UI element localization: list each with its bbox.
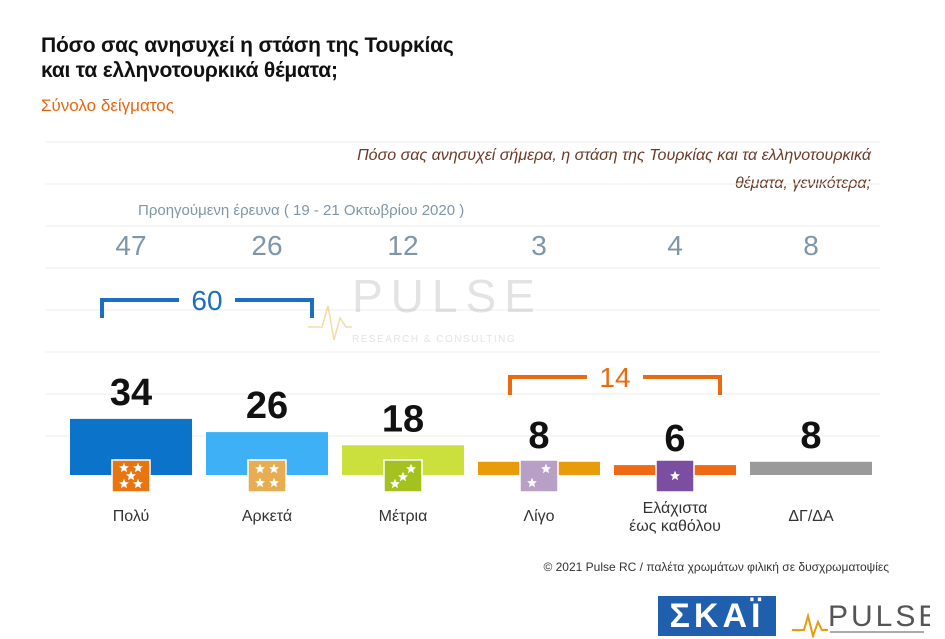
category-label: ΔΓ/ΔΑ <box>788 508 834 525</box>
pulse-logo: PULSE <box>792 600 930 638</box>
chart-title-line2: και τα ελληνοτουρκικά θέματα; <box>41 59 338 82</box>
category-label: Ελάχιστα <box>643 500 708 517</box>
previous-value-label: 8 <box>803 230 819 261</box>
watermark-subtext: RESEARCH & CONSULTING <box>352 334 516 345</box>
previous-value-label: 4 <box>667 230 683 261</box>
category-label: έως καθόλου <box>629 518 721 535</box>
previous-value-label: 47 <box>115 230 146 261</box>
previous-value-label: 26 <box>251 230 282 261</box>
star-rating-icon <box>383 459 423 493</box>
footer-credit: © 2021 Pulse RC / παλέτα χρωμάτων φιλική… <box>543 560 889 574</box>
category-icons <box>111 459 695 493</box>
category-label: Πολύ <box>113 508 150 525</box>
watermark-text: PULSE <box>352 270 543 322</box>
previous-values: 47 26 12 3 4 8 <box>115 230 818 261</box>
group-brackets: 60 14 <box>100 285 722 395</box>
chart-title-line1: Πόσο σας ανησυχεί η στάση της Τουρκίας <box>41 34 454 57</box>
pulse-logo-text: PULSE <box>828 600 930 633</box>
question-line1: Πόσο σας ανησυχεί σήμερα, η στάση της Το… <box>357 147 871 164</box>
category-label: Μέτρια <box>379 508 428 525</box>
category-label: Αρκετά <box>242 508 292 525</box>
chart-subtitle: Σύνολο δείγματος <box>41 96 174 115</box>
skai-logo: ΣΚΑΪ <box>658 596 776 636</box>
chart-title: Πόσο σας ανησυχεί η στάση της Τουρκίας κ… <box>41 33 454 83</box>
group-sum-label: 14 <box>599 362 630 393</box>
bar-value-label: 8 <box>800 415 821 457</box>
value-labels: 34 26 18 8 6 8 <box>110 372 822 460</box>
pulse-watermark: PULSE RESEARCH & CONSULTING <box>308 270 543 345</box>
bar-value-label: 6 <box>664 418 685 460</box>
previous-value-label: 3 <box>531 230 547 261</box>
category-label: Λίγο <box>523 508 554 525</box>
bars <box>70 418 872 475</box>
group-sum-label: 60 <box>191 285 222 316</box>
bar-value-label: 18 <box>382 398 424 440</box>
star-rating-icon <box>655 459 695 493</box>
previous-value-label: 12 <box>387 230 418 261</box>
star-rating-icon <box>247 459 287 493</box>
gridlines <box>45 141 880 437</box>
star-rating-icon <box>111 459 151 493</box>
bar <box>750 461 872 475</box>
bar-value-label: 34 <box>110 372 152 414</box>
star-rating-icon <box>519 459 559 493</box>
bar-value-label: 8 <box>528 415 549 457</box>
bar-value-label: 26 <box>246 385 288 427</box>
bar-chart: PULSE RESEARCH & CONSULTING 47 26 12 3 4 8 60… <box>45 141 880 535</box>
previous-survey-caption: Προηγούμενη έρευνα ( 19 - 21 Οκτωβρίου 2… <box>138 202 465 219</box>
